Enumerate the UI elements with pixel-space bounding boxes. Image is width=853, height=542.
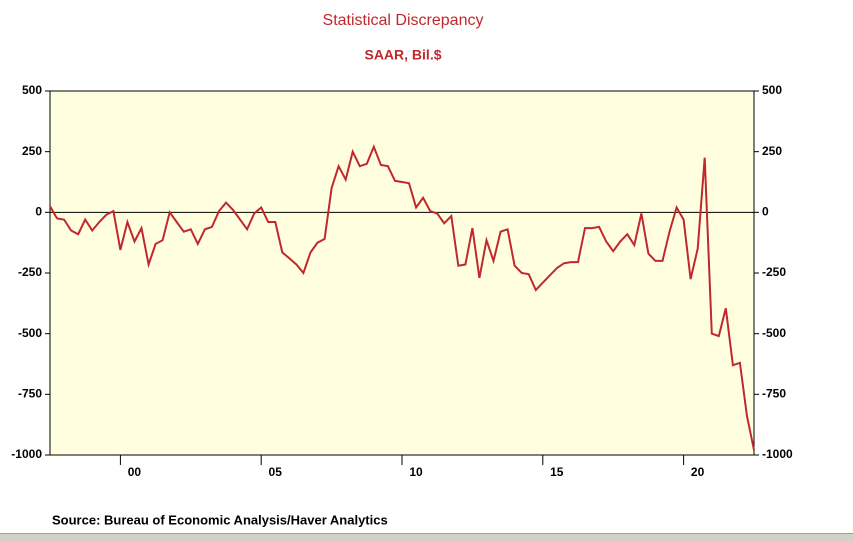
plot-area xyxy=(49,90,755,456)
y2-tick-label: -1000 xyxy=(762,447,793,461)
y-tick-label: 500 xyxy=(22,83,42,97)
y-tick-label: -250 xyxy=(18,265,42,279)
chart-subtitle: SAAR, Bil.$ xyxy=(364,47,441,63)
y-tick-label: -1000 xyxy=(11,447,42,461)
y2-tick-label: 0 xyxy=(762,205,769,219)
data-line xyxy=(49,144,755,451)
y2-tick-label: 250 xyxy=(762,144,782,158)
x-tick-label: 00 xyxy=(128,465,142,479)
x-tick-label: 20 xyxy=(691,465,705,479)
window-frame xyxy=(0,533,853,542)
y-tick-label: 250 xyxy=(22,144,42,158)
y2-tick-label: -750 xyxy=(762,387,786,401)
y-tick-label: -750 xyxy=(18,387,42,401)
x-tick-label: 10 xyxy=(409,465,423,479)
x-tick-label: 15 xyxy=(550,465,564,479)
y2-tick-label: -250 xyxy=(762,265,786,279)
y2-tick-label: -500 xyxy=(762,326,786,340)
y2-tick-label: 500 xyxy=(762,83,782,97)
source-note: Source: Bureau of Economic Analysis/Have… xyxy=(52,512,388,527)
y-tick-label: 0 xyxy=(35,205,42,219)
chart-title: Statistical Discrepancy xyxy=(323,12,484,29)
x-tick-label: 05 xyxy=(269,465,283,479)
y-tick-label: -500 xyxy=(18,326,42,340)
